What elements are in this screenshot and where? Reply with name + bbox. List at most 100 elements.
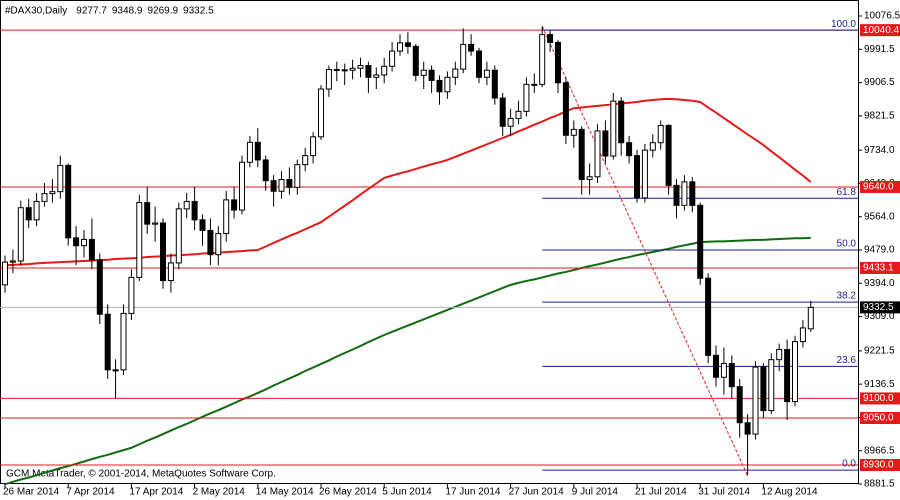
candle-body (657, 124, 664, 144)
candle-body (499, 97, 506, 127)
candle-body (792, 341, 798, 403)
candle-body (160, 222, 166, 282)
level-label: 10040.4 (863, 25, 900, 36)
candle-body (483, 69, 490, 78)
candle-body (310, 136, 317, 157)
copyright: GCM MetaTrader, © 2001-2014, MetaQuotes … (6, 469, 276, 480)
candle-body (713, 354, 719, 378)
moving-average (4, 236, 811, 486)
candle-body (333, 68, 340, 71)
y-tick-label: 8966.5 (864, 445, 895, 456)
candle-body (673, 184, 680, 206)
header-value: 9269.9 (147, 6, 178, 17)
candle-body (33, 200, 40, 221)
candle-body (57, 164, 64, 193)
y-tick-label: 9991.5 (864, 44, 895, 55)
candle-body (404, 42, 411, 47)
candle-body (634, 155, 640, 199)
candle-body (602, 130, 609, 157)
candle-body (73, 237, 80, 247)
candle-body (760, 366, 767, 412)
candle-body (736, 386, 743, 424)
x-tick-label: 5 Jun 2014 (382, 487, 432, 498)
candle-body (381, 65, 388, 76)
y-tick-label: 9309.0 (864, 311, 895, 322)
fibo-label: 23.6 (837, 355, 857, 366)
candle-body (128, 276, 135, 314)
level-box (860, 261, 900, 274)
y-tick-label: 9394.0 (864, 278, 895, 289)
candle-body (555, 41, 561, 84)
candle-body (373, 74, 380, 78)
candle-body (144, 202, 151, 225)
candle-body (476, 50, 482, 78)
fibo-trendline (541, 26, 749, 476)
candle-body (341, 69, 348, 72)
candle-body (2, 261, 8, 286)
candle-body (25, 207, 32, 221)
candle-body (207, 229, 214, 256)
candle-body (41, 193, 48, 202)
candle-body (586, 176, 593, 181)
fibo-label: 38.2 (837, 291, 857, 302)
candle-body (357, 65, 364, 69)
candle-body (17, 207, 24, 262)
candle-body (768, 359, 775, 412)
y-tick-label: 9821.5 (864, 111, 895, 122)
x-tick-label: 12 Aug 2014 (761, 487, 818, 498)
candle-body (784, 348, 791, 403)
candle-body (641, 149, 648, 199)
x-tick-label: 27 Jun 2014 (509, 487, 564, 498)
candle-body (468, 43, 475, 52)
candle-body (199, 219, 206, 231)
candle-body (365, 65, 372, 78)
candle-body (112, 369, 119, 372)
header-value: 9277.7 (76, 6, 107, 17)
candle-body (578, 128, 585, 181)
candle-body (397, 42, 403, 52)
candle-body (65, 164, 72, 239)
candle-body (104, 313, 111, 371)
candle-body (349, 67, 356, 71)
candle-body (681, 181, 688, 206)
candle-body (697, 204, 704, 279)
candle-body (167, 262, 174, 282)
level-label: 9640.0 (863, 182, 894, 193)
fibo-label: 100.0 (831, 19, 856, 30)
candle-body (515, 110, 522, 119)
candle-body (9, 260, 16, 263)
candle-body (294, 164, 301, 188)
candle-body (776, 348, 783, 361)
candle-body (223, 199, 230, 235)
header: #DAX30,Daily (5, 6, 67, 17)
candle-body (491, 69, 498, 99)
candle-body (547, 34, 554, 43)
x-tick-label: 17 Jun 2014 (445, 487, 500, 498)
y-tick-label: 9136.5 (864, 379, 895, 390)
candle-body (49, 191, 56, 195)
candle-body (665, 124, 672, 186)
level-label: 9433.1 (863, 263, 894, 274)
candle-body (570, 128, 577, 136)
level-box (860, 412, 900, 425)
x-tick-label: 26 Mar 2014 (3, 487, 60, 498)
candle-body (531, 83, 538, 86)
candle-body (120, 312, 127, 371)
level-label: 9100.0 (863, 393, 894, 404)
level-label: 8930.0 (863, 460, 894, 471)
y-tick-label: 9479.0 (864, 245, 895, 256)
candle-body (539, 34, 546, 85)
header-value: 9348.9 (112, 6, 143, 17)
x-tick-label: 2 May 2014 (193, 487, 246, 498)
candle-body (436, 79, 443, 93)
x-tick-label: 31 Jul 2014 (698, 487, 750, 498)
candle-body (231, 199, 238, 211)
candle-body (215, 233, 222, 256)
candle-body (270, 180, 277, 192)
x-tick-label: 14 May 2014 (256, 487, 314, 498)
candle-body (507, 117, 514, 127)
candle-body (318, 88, 324, 138)
candle-body (744, 422, 751, 435)
fibo-label: 50.0 (837, 239, 857, 250)
